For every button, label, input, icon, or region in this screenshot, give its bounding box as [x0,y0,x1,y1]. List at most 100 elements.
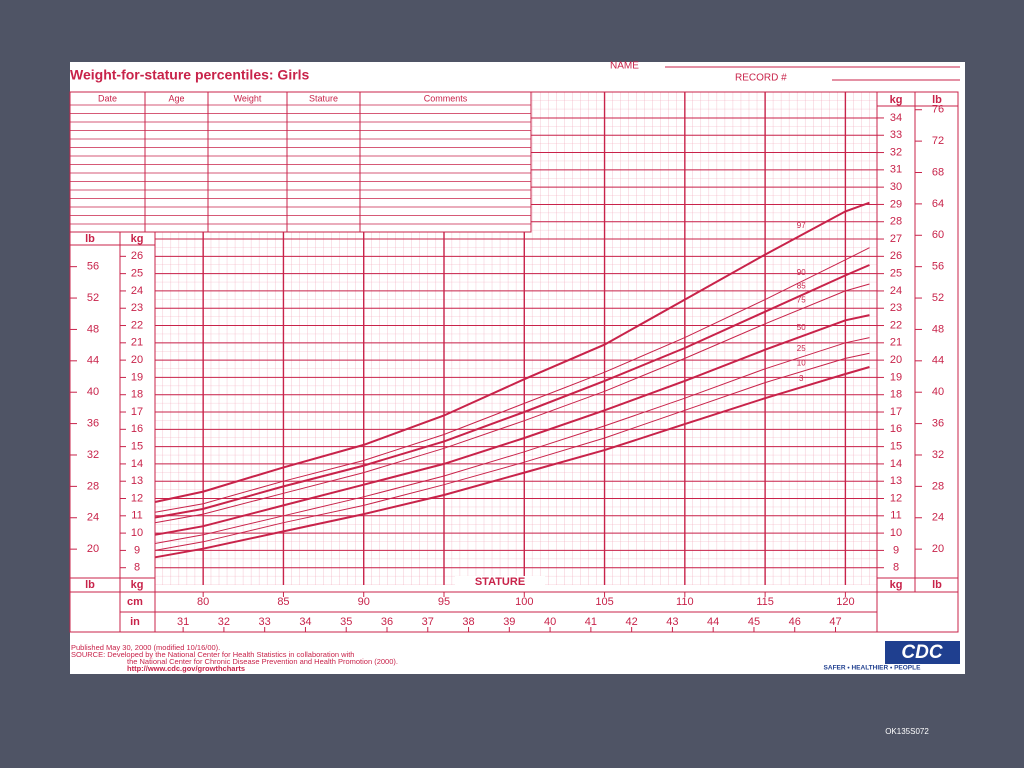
record-label: RECORD # [735,73,787,84]
y-unit-label: kg [131,233,144,245]
y-tick-label: 25 [131,268,143,280]
y2-tick-label: 40 [932,386,944,398]
footer-line: http://www.cdc.gov/growthcharts [127,664,245,673]
logo-text: CDC [901,642,942,663]
stature-label-bg [455,576,545,588]
y2-tick-label: 40 [87,386,99,398]
footer-line: SOURCE: Developed by the National Center… [71,650,354,659]
x-tick-label: 110 [676,596,694,608]
y-tick-label: 16 [131,423,143,435]
percentile-line [154,264,870,519]
y2-tick-label: 20 [87,543,99,555]
y2-tick-label: 48 [87,323,99,335]
x2-tick-label: 42 [626,616,638,628]
y-tick-label: 17 [131,406,143,418]
x2-tick-label: 46 [789,616,801,628]
x2-tick-label: 41 [585,616,597,628]
x-tick-label: 115 [756,596,774,608]
y-tick-label: 12 [890,492,902,504]
y-tick-label: 10 [131,527,143,539]
y2-tick-label: 32 [932,449,944,461]
x-tick-label: 90 [358,596,370,608]
percentile-line [154,314,870,536]
x-tick-label: 80 [197,596,209,608]
y-tick-label: 15 [131,441,143,453]
percentile-label: 90 [797,268,806,277]
x2-tick-label: 39 [503,616,515,628]
x-axis-label: STATURE [475,576,525,588]
table-header: Date [98,93,117,103]
y-tick-label: 22 [131,319,143,331]
percentile-label: 75 [797,295,806,304]
y2-tick-label: 32 [87,449,99,461]
percentile-label: 50 [797,323,806,332]
y-tick-label: 18 [890,389,902,401]
y-tick-label: 11 [131,510,142,522]
x-tick-label: 105 [595,596,613,608]
y-tick-label: 31 [890,164,902,176]
table-header: Stature [309,93,338,103]
y2-tick-label: 28 [87,480,99,492]
y2-tick-label: 52 [932,292,944,304]
y-tick-label: 11 [890,510,901,522]
percentile-line [154,283,870,524]
x-unit-label: cm [127,596,143,608]
y-unit-label: kg [890,94,903,106]
table-header: Age [168,93,184,103]
y-tick-label: 25 [890,268,902,280]
y2-unit-label: lb [932,94,942,106]
percentile-label: 85 [797,282,806,291]
y-tick-label: 9 [134,544,140,556]
slide-code: OK135S072 [885,727,929,736]
y-tick-label: 19 [890,371,902,383]
y-tick-label: 32 [890,146,902,158]
percentile-line [154,201,870,503]
y2-tick-label: 52 [87,292,99,304]
y-tick-label: 22 [890,319,902,331]
x2-tick-label: 43 [666,616,678,628]
y2-tick-label: 44 [932,355,944,367]
y-tick-label: 10 [890,527,902,539]
y2-tick-label: 24 [932,512,944,524]
percentile-line [154,337,870,544]
x2-tick-label: 38 [462,616,474,628]
y-tick-label: 20 [131,354,143,366]
x2-tick-label: 32 [218,616,230,628]
y-tick-label: 24 [131,285,143,297]
y-tick-label: 24 [890,285,902,297]
x2-tick-label: 33 [259,616,271,628]
x2-tick-label: 35 [340,616,352,628]
table-header: Comments [424,93,468,103]
x2-unit-label: in [130,616,140,628]
x2-tick-label: 31 [177,616,189,628]
y-tick-label: 12 [131,492,143,504]
y-tick-label: 21 [890,337,902,349]
footer-line: the National Center for Chronic Disease … [127,657,398,666]
y-tick-label: 29 [890,198,902,210]
footer-line: Published May 30, 2000 (modified 10/16/0… [71,643,220,652]
y-tick-label: 23 [131,302,143,314]
y-tick-label: 26 [890,250,902,262]
y-tick-label: 17 [890,406,902,418]
y-tick-label: 8 [134,562,140,574]
y-tick-label: 13 [890,475,902,487]
y2-unit-label: lb [932,579,942,591]
x-tick-label: 95 [438,596,450,608]
y-tick-label: 13 [131,475,143,487]
percentile-label: 10 [797,359,806,368]
y2-tick-label: 72 [932,135,944,147]
y-tick-label: 21 [131,337,143,349]
y-tick-label: 20 [890,354,902,366]
y-tick-label: 9 [893,544,899,556]
y2-tick-label: 56 [932,261,944,273]
y2-tick-label: 76 [932,104,944,116]
percentile-lines [154,201,870,559]
y-unit-label: kg [890,579,903,591]
percentile-label: 97 [797,221,806,230]
y2-tick-label: 44 [87,355,99,367]
y-tick-label: 14 [890,458,902,470]
y2-unit-label: lb [85,233,95,245]
x2-tick-label: 37 [422,616,434,628]
